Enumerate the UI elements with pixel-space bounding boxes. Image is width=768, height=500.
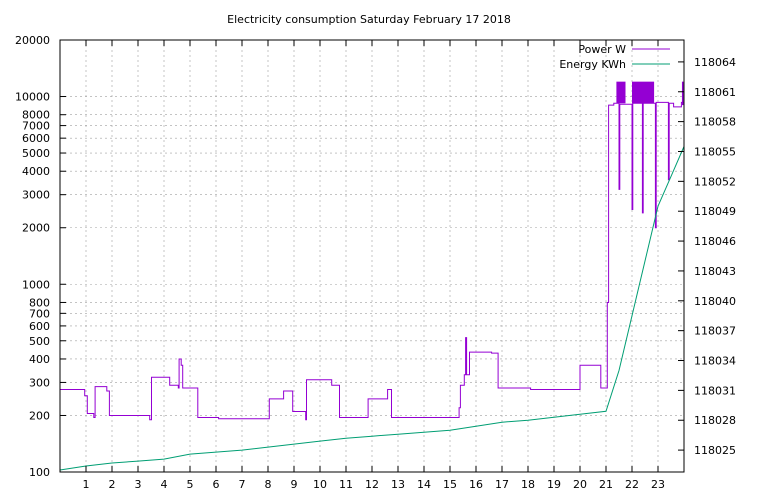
y-tick-label: 4000 xyxy=(22,165,50,178)
x-tick-label: 2 xyxy=(109,478,116,491)
y2-tick-label: 118058 xyxy=(694,116,736,129)
series-group xyxy=(59,81,685,471)
y2-tick-label: 118046 xyxy=(694,235,736,248)
x-tick-label: 20 xyxy=(573,478,587,491)
y-tick-label: 200 xyxy=(29,409,50,422)
y2-tick-label: 118043 xyxy=(694,265,736,278)
x-tick-label: 17 xyxy=(495,478,509,491)
y2-tick-label: 118025 xyxy=(694,444,736,457)
x-tick-label: 16 xyxy=(469,478,483,491)
power-band xyxy=(616,81,626,104)
x-tick-label: 5 xyxy=(187,478,194,491)
y-tick-label: 100 xyxy=(29,466,50,479)
x-tick-label: 1 xyxy=(83,478,90,491)
y-tick-label: 5000 xyxy=(22,147,50,160)
x-tick-label: 13 xyxy=(391,478,405,491)
legend-label-power: Power W xyxy=(578,43,626,56)
y-tick-label: 10000 xyxy=(15,91,50,104)
legend-label-energy: Energy KWh xyxy=(559,58,626,71)
x-tick-label: 18 xyxy=(521,478,535,491)
y2-tick-label: 118064 xyxy=(694,56,736,69)
series-line-energy xyxy=(59,146,685,471)
grid xyxy=(60,39,684,473)
x-tick-label: 3 xyxy=(135,478,142,491)
chart-title: Electricity consumption Saturday Februar… xyxy=(227,13,511,26)
x-tick-label: 7 xyxy=(239,478,246,491)
x-tick-label: 8 xyxy=(265,478,272,491)
x-tick-label: 23 xyxy=(651,478,665,491)
x-tick-label: 14 xyxy=(417,478,431,491)
y2-tick-label: 118052 xyxy=(694,175,736,188)
y-tick-label: 500 xyxy=(29,335,50,348)
y-tick-label: 800 xyxy=(29,296,50,309)
y2-tick-label: 118034 xyxy=(694,355,736,368)
y-tick-label: 300 xyxy=(29,376,50,389)
y-tick-label: 1000 xyxy=(22,278,50,291)
x-tick-label: 9 xyxy=(291,478,298,491)
y-tick-label: 6000 xyxy=(22,132,50,145)
y-tick-label: 2000 xyxy=(22,222,50,235)
power-band xyxy=(632,81,655,104)
y-tick-label: 7000 xyxy=(22,120,50,133)
x-tick-label: 15 xyxy=(443,478,457,491)
y2-tick-label: 118055 xyxy=(694,145,736,158)
y2-tick-label: 118037 xyxy=(694,325,736,338)
series-line-power xyxy=(60,101,684,421)
y-tick-label: 700 xyxy=(29,307,50,320)
x-tick-label: 19 xyxy=(547,478,561,491)
y2-tick-label: 118031 xyxy=(694,384,736,397)
x-tick-label: 6 xyxy=(213,478,220,491)
y2-tick-label: 118028 xyxy=(694,414,736,427)
y-tick-label: 3000 xyxy=(22,189,50,202)
y2-tick-label: 118061 xyxy=(694,86,736,99)
y-tick-label: 20000 xyxy=(15,34,50,47)
x-tick-label: 21 xyxy=(599,478,613,491)
y-tick-label: 600 xyxy=(29,320,50,333)
y-tick-label: 400 xyxy=(29,353,50,366)
y-tick-label: 8000 xyxy=(22,109,50,122)
ticks-group: 1 2 3 4 5 6 7 8 9 10 11 12 13 14 15 16 17 18 19 20 21 22 23100… xyxy=(15,34,736,491)
x-tick-label: 11 xyxy=(339,478,353,491)
legend: Power W Energy KWh xyxy=(559,43,670,71)
x-tick-label: 12 xyxy=(365,478,379,491)
x-tick-label: 10 xyxy=(313,478,327,491)
x-tick-label: 4 xyxy=(161,478,168,491)
y2-tick-label: 118049 xyxy=(694,205,736,218)
x-tick-label: 22 xyxy=(625,478,639,491)
y2-tick-label: 118040 xyxy=(694,295,736,308)
